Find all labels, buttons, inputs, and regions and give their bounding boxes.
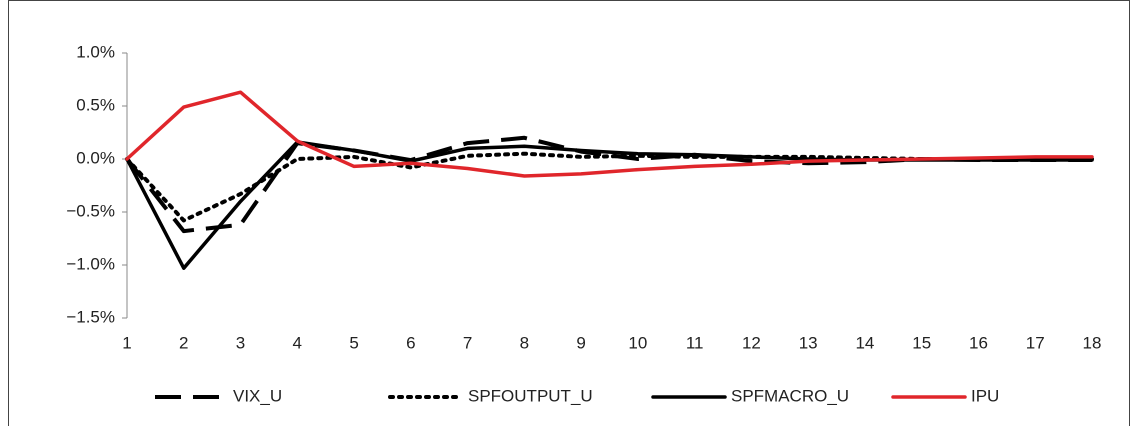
x-tick-label: 8	[520, 333, 529, 352]
y-tick-label: −0.5%	[66, 201, 115, 220]
y-tick-label: 0.5%	[76, 95, 115, 114]
x-tick-label: 10	[628, 333, 647, 352]
legend-label: SPFOUTPUT_U	[468, 386, 593, 405]
x-tick-label: 3	[236, 333, 245, 352]
x-tick-label: 9	[576, 333, 585, 352]
x-tick-label: 18	[1083, 333, 1102, 352]
series-line	[125, 151, 1094, 223]
x-tick-label: 12	[742, 333, 761, 352]
x-tick-label: 15	[912, 333, 931, 352]
x-tick-label: 11	[686, 333, 704, 352]
x-tick-label: 14	[855, 333, 874, 352]
x-tick-label: 2	[179, 333, 188, 352]
y-tick-label: −1.0%	[66, 254, 115, 273]
x-tick-label: 4	[293, 333, 302, 352]
series-line	[125, 140, 1094, 270]
legend-label: VIX_U	[233, 386, 282, 405]
x-tick-label: 6	[406, 333, 415, 352]
y-tick-label: 1.0%	[76, 42, 115, 61]
y-tick-label: 0.0%	[76, 148, 115, 167]
y-tick-label: −1.5%	[66, 307, 115, 326]
x-tick-label: 1	[122, 333, 131, 352]
x-tick-label: 16	[969, 333, 988, 352]
chart-frame	[8, 0, 1130, 426]
legend-label: IPU	[971, 386, 999, 405]
legend-label: SPFMACRO_U	[731, 386, 849, 405]
x-tick-label: 13	[799, 333, 818, 352]
series-line	[125, 90, 1094, 178]
x-tick-label: 5	[349, 333, 358, 352]
x-tick-label: 17	[1026, 333, 1045, 352]
x-tick-label: 7	[463, 333, 472, 352]
